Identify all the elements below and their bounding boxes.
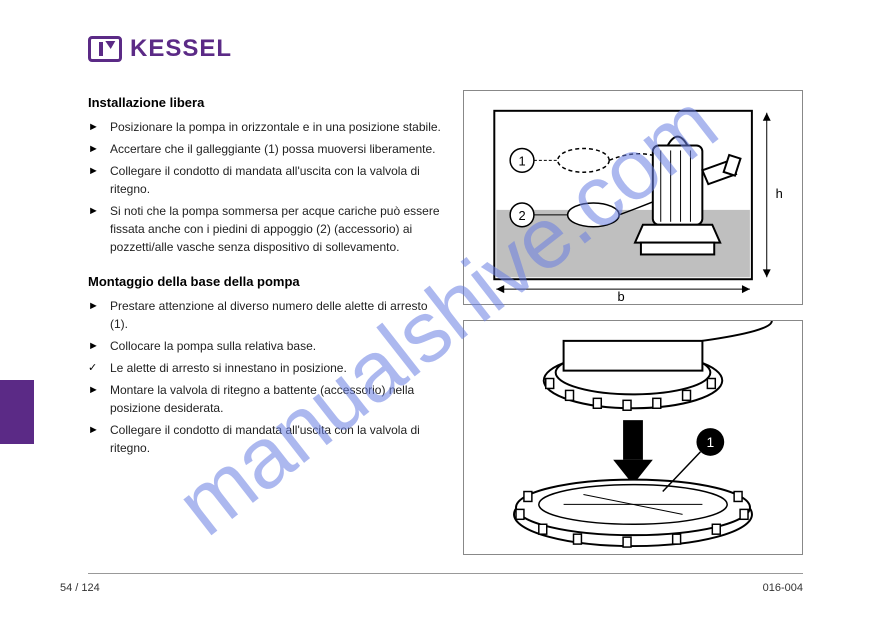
bullet-text: Le alette di arresto si innestano in pos… (110, 359, 448, 377)
brand-logo-mark (88, 36, 122, 62)
bullet-text: Collegare il condotto di mandata all'usc… (110, 421, 448, 457)
list-item: ✓ Le alette di arresto si innestano in p… (88, 359, 448, 377)
brand-logo: KESSEL (88, 35, 232, 63)
bullet-marker: ► (88, 337, 100, 355)
bullet-marker: ✓ (88, 359, 100, 377)
callout-2: 2 (518, 208, 525, 223)
brand-logo-text: KESSEL (130, 35, 232, 63)
bullet-text: Collocare la pompa sulla relativa base. (110, 337, 448, 355)
bullet-marker: ► (88, 381, 100, 417)
bullet-text: Accertare che il galleggiante (1) possa … (110, 140, 448, 158)
bullet-text: Collegare il condotto di mandata all'usc… (110, 162, 448, 198)
list-item: ► Collegare il condotto di mandata all'u… (88, 421, 448, 457)
dim-b: b (618, 289, 625, 304)
bullet-text: Montare la valvola di ritegno a battente… (110, 381, 448, 417)
doc-id: 016-004 (763, 582, 803, 594)
bullet-marker: ► (88, 140, 100, 158)
bullet-text: Si noti che la pompa sommersa per acque … (110, 202, 448, 256)
content-column: Installazione libera ► Posizionare la po… (88, 95, 448, 461)
bullet-marker: ► (88, 202, 100, 256)
callout-1: 1 (518, 153, 525, 168)
bullet-marker: ► (88, 162, 100, 198)
page-number: 54 / 124 (60, 582, 100, 594)
section-pump-base: Montaggio della base della pompa ► Prest… (88, 274, 448, 457)
list-item: ► Prestare attenzione al diverso numero … (88, 297, 448, 333)
figure-base-mount: 1 (463, 320, 803, 555)
pump-diagram-icon: 1 2 h b (464, 91, 802, 304)
base-diagram-icon: 1 (464, 321, 802, 554)
footer-rule (88, 573, 803, 574)
section-free-installation: Installazione libera ► Posizionare la po… (88, 95, 448, 256)
section-title: Montaggio della base della pompa (88, 274, 448, 289)
list-item: ► Posizionare la pompa in orizzontale e … (88, 118, 448, 136)
bullet-text: Prestare attenzione al diverso numero de… (110, 297, 448, 333)
callout-1: 1 (706, 434, 714, 450)
bullet-list: ► Posizionare la pompa in orizzontale e … (88, 118, 448, 256)
bullet-list: ► Prestare attenzione al diverso numero … (88, 297, 448, 457)
list-item: ► Montare la valvola di ritegno a batten… (88, 381, 448, 417)
dim-h: h (776, 186, 783, 201)
figure-installation: 1 2 h b (463, 90, 803, 305)
bullet-marker: ► (88, 118, 100, 136)
bullet-text: Posizionare la pompa in orizzontale e in… (110, 118, 448, 136)
sidebar-tab (0, 380, 34, 444)
list-item: ► Si noti che la pompa sommersa per acqu… (88, 202, 448, 256)
list-item: ► Accertare che il galleggiante (1) poss… (88, 140, 448, 158)
list-item: ► Collegare il condotto di mandata all'u… (88, 162, 448, 198)
bullet-marker: ► (88, 297, 100, 333)
list-item: ► Collocare la pompa sulla relativa base… (88, 337, 448, 355)
bullet-marker: ► (88, 421, 100, 457)
section-title: Installazione libera (88, 95, 448, 110)
